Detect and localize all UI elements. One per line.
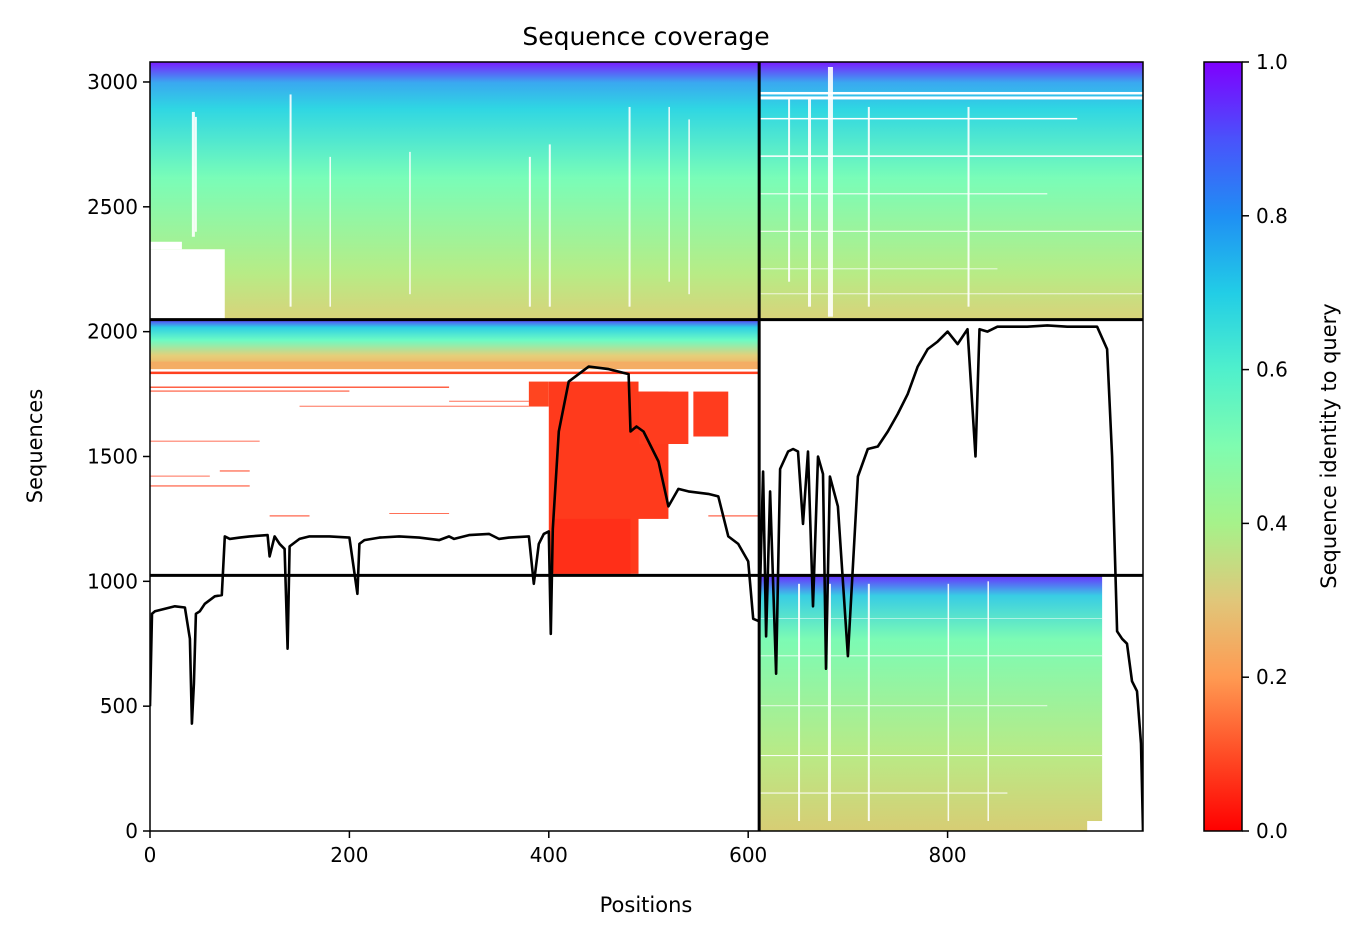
coverage-line — [150, 324, 1143, 831]
x-tick-label: 200 — [330, 843, 368, 867]
gap-streak — [967, 106, 970, 307]
gap-streak — [194, 116, 197, 232]
gap-streak — [798, 583, 801, 822]
gap-streaks — [150, 66, 1143, 831]
gap-streak — [987, 581, 989, 822]
gap-streak — [528, 156, 531, 307]
gap-region — [759, 96, 1143, 100]
low-identity-region — [449, 400, 529, 402]
colorbar-tick-label: 1.0 — [1256, 50, 1288, 74]
gap-streak — [827, 583, 831, 822]
x-tick-label: 800 — [928, 843, 966, 867]
gap-streak — [289, 94, 292, 307]
x-axis-title: Positions — [600, 893, 693, 917]
gap-streak — [947, 583, 950, 822]
gap-region — [759, 655, 1103, 657]
y-tick-label: 2000 — [87, 320, 138, 344]
y-axis-title: Sequences — [23, 389, 47, 504]
gap-region — [759, 792, 1008, 794]
gap-streak — [548, 144, 551, 307]
low-identity-region — [708, 515, 760, 517]
plot-frame — [149, 61, 1144, 832]
gap-region — [150, 249, 225, 320]
y-tick-label: 0 — [125, 819, 138, 843]
gap-region — [759, 705, 1048, 707]
x-tick-label: 0 — [144, 843, 157, 867]
low-identity-region — [150, 371, 760, 375]
coverage-block — [759, 62, 1143, 320]
chart-title: Sequence coverage — [522, 22, 769, 51]
low-identity-region — [150, 440, 260, 442]
colorbar-tick-label: 0.6 — [1256, 358, 1288, 382]
x-tick-label: 600 — [729, 843, 767, 867]
colorbar-gradient — [1203, 61, 1243, 832]
gap-region — [759, 117, 1078, 120]
low-identity-region — [553, 518, 631, 574]
block-dividers — [150, 62, 1143, 831]
gap-streak — [867, 583, 870, 822]
colorbar-tick-label: 0.4 — [1256, 511, 1288, 535]
gap-streak — [668, 106, 670, 282]
gap-streak — [329, 156, 331, 307]
gap-region — [759, 268, 998, 270]
low-identity-region — [219, 470, 250, 472]
low-identity-region — [693, 391, 729, 437]
gap-region — [150, 241, 182, 250]
low-identity-region — [150, 475, 210, 477]
y-tick-label: 1000 — [87, 569, 138, 593]
gap-streak — [688, 119, 690, 295]
x-tick-label: 400 — [530, 843, 568, 867]
gap-region — [1087, 821, 1143, 831]
y-tick-label: 1500 — [87, 444, 138, 468]
colorbar-label: Sequence identity to query — [1317, 303, 1341, 588]
coverage-block — [759, 575, 1143, 831]
y-tick-label: 3000 — [87, 70, 138, 94]
colorbar-tick-label: 0.0 — [1256, 819, 1288, 843]
low-identity-region — [389, 513, 450, 514]
gap-region — [759, 155, 1143, 157]
low-identity-region — [269, 515, 310, 517]
gap-region — [759, 230, 1143, 232]
colorbar: 0.0 0.2 0.4 0.6 0.8 1.0 Sequence identity to … — [1203, 50, 1341, 843]
low-identity-region — [150, 361, 760, 370]
gap-region — [759, 755, 1103, 757]
gap-streak — [808, 96, 812, 307]
colorbar-ticks: 0.0 0.2 0.4 0.6 0.8 1.0 — [1242, 50, 1288, 843]
colorbar-tick-label: 0.2 — [1256, 665, 1288, 689]
gap-region — [1102, 575, 1143, 831]
gap-region — [759, 91, 1143, 95]
gap-streak — [628, 106, 631, 307]
gap-streak — [827, 66, 833, 317]
low-identity-region — [150, 485, 250, 487]
gap-streak — [191, 111, 195, 237]
gap-region — [759, 193, 1048, 195]
y-axis: 0 500 1000 1500 2000 2500 3000 — [87, 70, 150, 843]
low-identity-region — [528, 381, 549, 407]
gap-streak — [788, 96, 791, 282]
low-identity-region — [299, 405, 529, 407]
y-tick-label: 500 — [100, 694, 138, 718]
low-identity-region — [150, 390, 350, 392]
colorbar-tick-label: 0.8 — [1256, 204, 1288, 228]
plot-area — [150, 62, 1143, 831]
gap-streak — [867, 106, 870, 307]
gap-region — [150, 575, 760, 831]
low-identity-region — [150, 386, 450, 388]
coverage-block — [150, 62, 760, 320]
x-axis: 0 200 400 600 800 — [144, 831, 967, 867]
gap-region — [759, 319, 1143, 576]
y-tick-label: 2500 — [87, 195, 138, 219]
gap-region — [759, 293, 1143, 295]
gap-streak — [409, 151, 411, 295]
